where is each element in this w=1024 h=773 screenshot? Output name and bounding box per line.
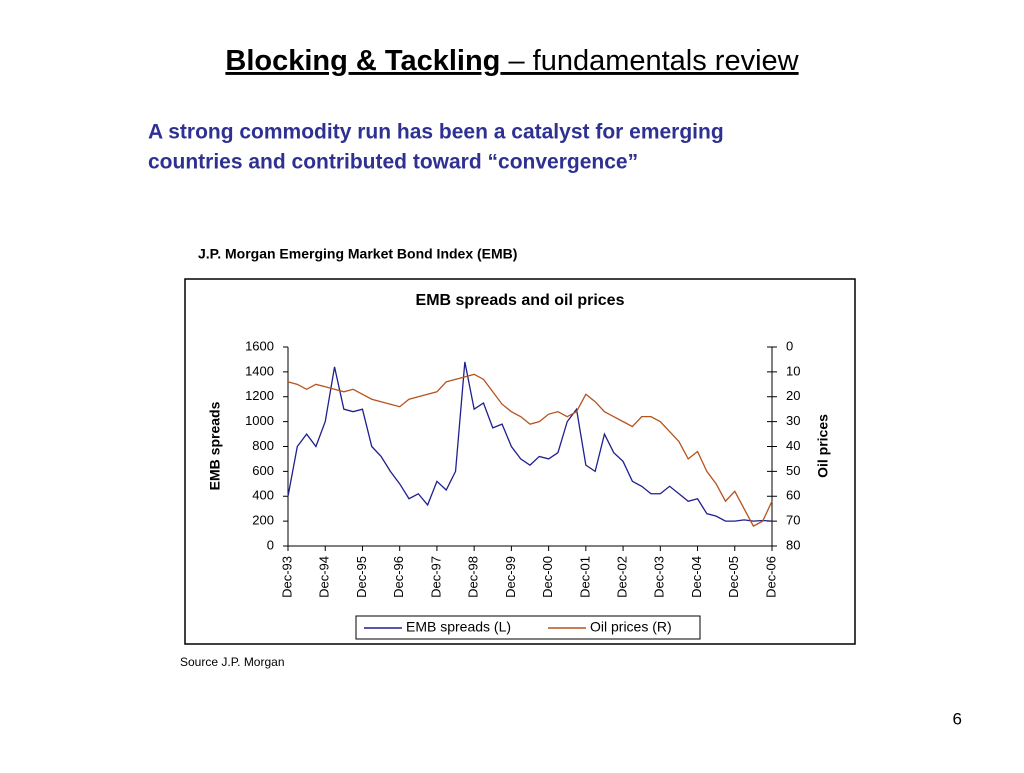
y2-tick-label: 80: [786, 537, 800, 552]
y2-tick-label: 50: [786, 463, 800, 478]
chart-frame: [184, 278, 856, 645]
x-tick-label: Dec-95: [354, 556, 369, 598]
y2-tick-label: 10: [786, 363, 800, 378]
source: Source J.P. Morgan: [180, 655, 285, 669]
y2-tick-label: 0: [786, 338, 793, 353]
legend: [355, 615, 701, 640]
y-tick-label: 1200: [245, 388, 274, 403]
x-tick-label: Dec-97: [428, 556, 443, 598]
series-line: [287, 361, 773, 522]
slide-title: Blocking & Tackling – fundamentals revie…: [225, 45, 799, 77]
x-tick-label: Dec-93: [279, 556, 294, 598]
y-axis-label: EMB spreads: [207, 401, 223, 490]
x-tick-label: Dec-96: [391, 556, 406, 598]
x-tick-label: Dec-06: [763, 556, 778, 598]
x-tick-label: Dec-99: [503, 556, 518, 598]
subtitle: countries and contributed toward “conver…: [148, 151, 638, 174]
x-tick-label: Dec-04: [689, 556, 704, 598]
y2-tick-label: 70: [786, 513, 800, 528]
y-tick-label: 1600: [245, 338, 274, 353]
x-tick-label: Dec-98: [466, 556, 481, 598]
chart-title: EMB spreads and oil prices: [416, 292, 625, 309]
legend-label: EMB spreads (L): [406, 619, 511, 635]
caption: J.P. Morgan Emerging Market Bond Index (…: [198, 246, 517, 262]
x-tick-label: Dec-02: [615, 556, 630, 598]
y-tick-label: 0: [267, 537, 274, 552]
series-line: [287, 373, 773, 527]
y2-axis-label: Oil prices: [815, 414, 831, 478]
y-tick-label: 1400: [245, 363, 274, 378]
y-tick-label: 200: [252, 513, 274, 528]
subtitle: A strong commodity run has been a cataly…: [148, 121, 724, 144]
page-number: 6: [953, 709, 962, 728]
y-tick-label: 1000: [245, 413, 274, 428]
y2-tick-label: 20: [786, 388, 800, 403]
x-tick-label: Dec-01: [577, 556, 592, 598]
y-tick-label: 400: [252, 488, 274, 503]
x-tick-label: Dec-05: [726, 556, 741, 598]
x-tick-label: Dec-03: [652, 556, 667, 598]
title-bold: Blocking & Tackling: [225, 45, 500, 77]
x-tick-label: Dec-94: [317, 556, 332, 598]
y2-tick-label: 60: [786, 488, 800, 503]
y-tick-label: 800: [252, 438, 274, 453]
y-tick-label: 600: [252, 463, 274, 478]
legend-label: Oil prices (R): [590, 619, 672, 635]
y2-tick-label: 30: [786, 413, 800, 428]
title-rest: – fundamentals review: [500, 45, 799, 77]
y2-tick-label: 40: [786, 438, 800, 453]
x-tick-label: Dec-00: [540, 556, 555, 598]
